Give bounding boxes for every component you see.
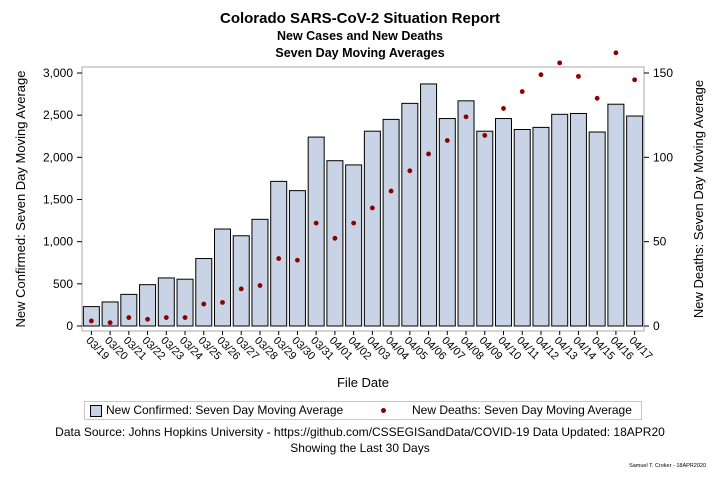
bar-new-confirmed xyxy=(251,218,269,327)
point-new-deaths xyxy=(295,257,300,263)
bar-new-confirmed xyxy=(401,102,419,327)
y2-tick-label: 150 xyxy=(653,66,673,80)
point-new-deaths xyxy=(201,301,207,307)
bar-new-confirmed xyxy=(626,115,644,327)
y-tick-label: 1,000 xyxy=(43,235,73,249)
bar-new-confirmed xyxy=(532,126,550,327)
point-new-deaths xyxy=(557,60,563,66)
legend-bar-swatch xyxy=(90,405,102,417)
bar-new-confirmed xyxy=(495,118,512,327)
y-tick-label: 2,000 xyxy=(43,150,73,164)
y-tick-label: 1,500 xyxy=(43,193,73,207)
y-tick-label: 500 xyxy=(53,277,73,291)
point-new-deaths xyxy=(538,72,544,78)
legend-bar-label: New Confirmed: Seven Day Moving Average xyxy=(106,403,344,417)
y-axis-title: New Confirmed: Seven Day Moving Average xyxy=(13,71,28,328)
chart-legend: New Confirmed: Seven Day Moving Average … xyxy=(84,401,642,420)
bar-new-confirmed xyxy=(101,301,119,327)
bar-new-confirmed xyxy=(139,284,157,327)
y-tick-label: 3,000 xyxy=(43,66,73,80)
point-new-deaths xyxy=(313,220,319,226)
point-new-deaths xyxy=(519,89,525,94)
point-new-deaths xyxy=(369,205,375,211)
bar-new-confirmed xyxy=(214,228,231,327)
bar-new-confirmed xyxy=(307,136,325,327)
footer-note: Showing the Last 30 Days xyxy=(290,441,430,455)
bar-new-confirmed xyxy=(232,235,250,327)
point-new-deaths xyxy=(463,114,469,120)
bar-new-confirmed xyxy=(82,306,100,327)
bar-new-confirmed xyxy=(157,277,175,327)
point-new-deaths xyxy=(88,318,94,324)
point-new-deaths xyxy=(163,315,169,320)
bar-new-confirmed xyxy=(420,83,438,327)
point-new-deaths xyxy=(444,138,450,143)
point-new-deaths xyxy=(276,256,282,261)
bar-new-confirmed xyxy=(476,130,494,327)
point-new-deaths xyxy=(126,315,132,320)
point-new-deaths xyxy=(257,283,263,288)
point-new-deaths xyxy=(594,95,600,101)
legend-dot-marker xyxy=(381,408,386,413)
point-new-deaths xyxy=(351,220,357,226)
y2-tick-label: 50 xyxy=(653,235,667,249)
point-new-deaths xyxy=(632,77,638,83)
y-tick-label: 2,500 xyxy=(43,108,73,122)
point-new-deaths xyxy=(220,299,225,305)
bar-new-confirmed xyxy=(588,131,606,327)
footer-signature: Samuel T. Croker - 18APR2020 xyxy=(629,463,706,469)
x-axis-title: File Date xyxy=(337,375,389,390)
y2-tick-label: 0 xyxy=(653,319,660,333)
chart-subtitle-2: Seven Day Moving Averages xyxy=(275,46,445,60)
bar-new-confirmed xyxy=(607,103,625,327)
bar-new-confirmed xyxy=(345,164,363,327)
point-new-deaths xyxy=(426,151,431,157)
point-new-deaths xyxy=(501,106,506,111)
y2-axis-title: New Deaths: Seven Day Moving Average xyxy=(691,80,706,318)
point-new-deaths xyxy=(576,73,581,79)
point-new-deaths xyxy=(407,168,413,174)
bar-new-confirmed xyxy=(176,278,194,327)
chart-title: Colorado SARS-CoV-2 Situation Report xyxy=(219,10,500,27)
footer-source: Data Source: Johns Hopkins University - … xyxy=(55,425,665,439)
bar-new-confirmed xyxy=(551,113,569,327)
chart-subtitle-1: New Cases and New Deaths xyxy=(276,29,444,43)
y2-tick-label: 100 xyxy=(653,150,673,164)
bar-new-confirmed xyxy=(120,293,138,327)
point-new-deaths xyxy=(145,316,150,322)
point-new-deaths xyxy=(332,235,338,241)
point-new-deaths xyxy=(182,315,188,320)
bar-new-confirmed xyxy=(382,118,400,327)
bar-new-confirmed xyxy=(569,112,587,327)
bar-new-confirmed xyxy=(326,160,344,327)
bar-new-confirmed xyxy=(195,258,213,327)
y-tick-label: 0 xyxy=(66,319,73,333)
point-new-deaths xyxy=(482,133,488,138)
bar-new-confirmed xyxy=(513,129,531,327)
legend-dot-label: New Deaths: Seven Day Moving Average xyxy=(412,403,632,417)
point-new-deaths xyxy=(238,286,244,292)
bar-new-confirmed xyxy=(270,180,288,327)
bar-new-confirmed xyxy=(457,100,475,327)
point-new-deaths xyxy=(388,188,394,194)
point-new-deaths xyxy=(107,320,113,326)
bar-new-confirmed xyxy=(438,118,456,327)
point-new-deaths xyxy=(613,50,619,56)
bar-new-confirmed xyxy=(363,130,381,327)
